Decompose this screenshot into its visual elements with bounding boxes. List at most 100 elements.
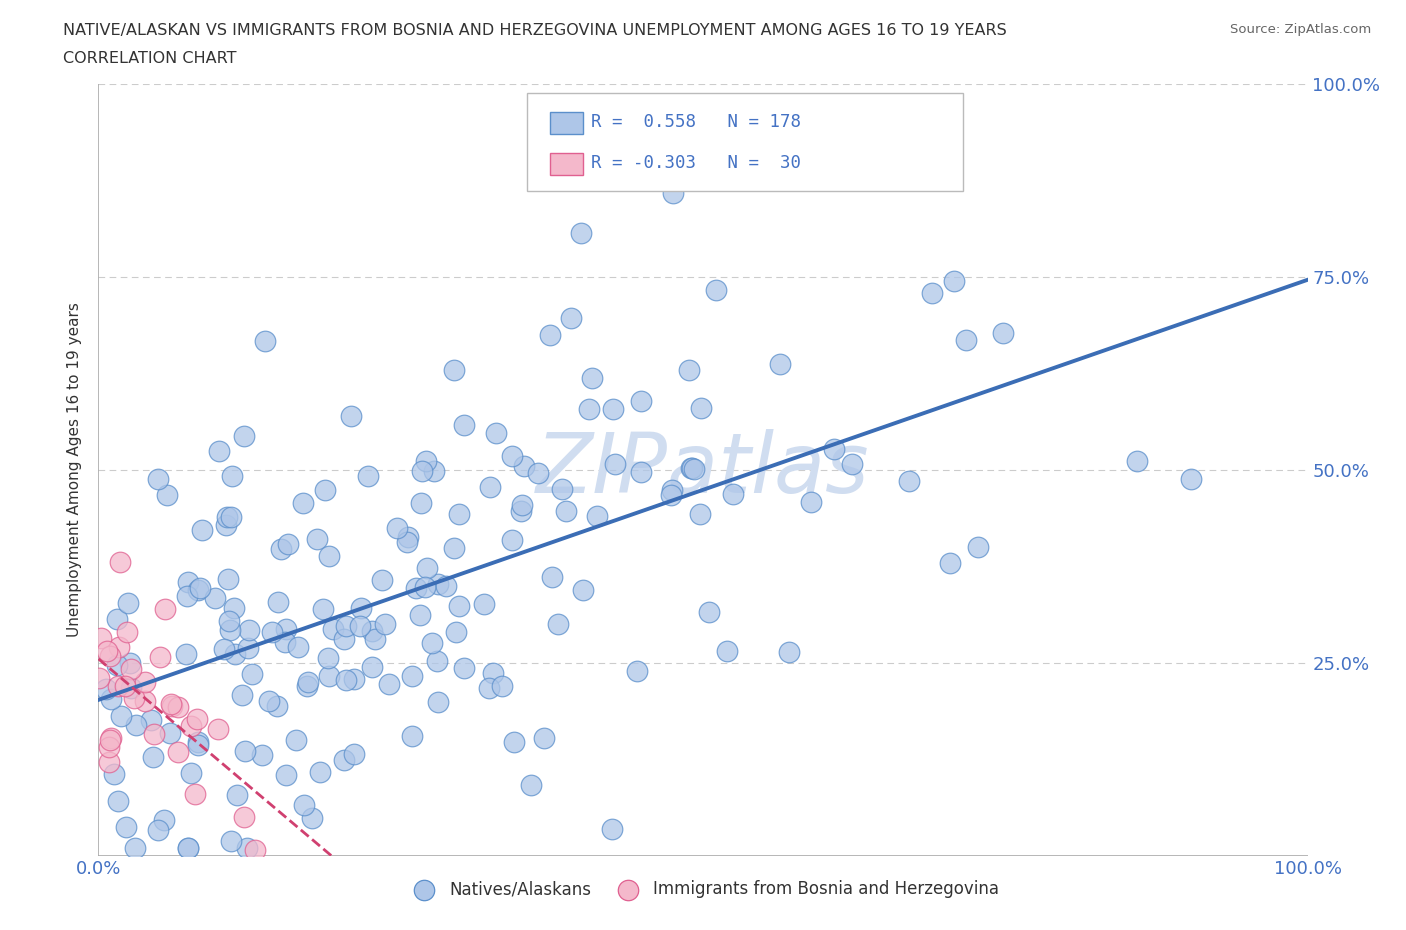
Text: NATIVE/ALASKAN VS IMMIGRANTS FROM BOSNIA AND HERZEGOVINA UNEMPLOYMENT AMONG AGES: NATIVE/ALASKAN VS IMMIGRANTS FROM BOSNIA… xyxy=(63,23,1007,38)
Point xyxy=(134,674,156,689)
Point xyxy=(225,788,247,803)
Point xyxy=(243,842,266,857)
Point xyxy=(491,678,513,693)
Point xyxy=(124,841,146,856)
Point xyxy=(159,697,181,711)
Point xyxy=(405,580,427,595)
Text: R = -0.303   N =  30: R = -0.303 N = 30 xyxy=(591,153,800,172)
Point xyxy=(444,625,467,640)
Point xyxy=(704,282,727,297)
Point xyxy=(117,596,139,611)
Point xyxy=(176,589,198,604)
Point xyxy=(349,618,371,633)
Point xyxy=(285,732,308,747)
Point xyxy=(177,575,200,590)
Point xyxy=(939,555,962,570)
Point xyxy=(401,728,423,743)
Point xyxy=(560,311,582,325)
Point xyxy=(955,333,977,348)
Point xyxy=(204,591,226,605)
Point xyxy=(309,765,332,780)
Point xyxy=(221,469,243,484)
Point xyxy=(238,623,260,638)
Point xyxy=(232,809,254,825)
Text: CORRELATION CHART: CORRELATION CHART xyxy=(63,51,236,66)
Point xyxy=(215,510,238,525)
Point xyxy=(512,458,534,473)
Point xyxy=(716,644,738,658)
Point xyxy=(426,653,449,668)
Point xyxy=(453,418,475,432)
Point xyxy=(134,694,156,709)
Point xyxy=(800,495,823,510)
Point xyxy=(395,534,418,549)
Point xyxy=(186,711,208,726)
Point xyxy=(295,679,318,694)
Point xyxy=(1126,453,1149,468)
Point xyxy=(267,594,290,609)
Point xyxy=(361,659,384,674)
Point xyxy=(120,661,142,676)
Point xyxy=(219,510,242,525)
Point xyxy=(94,682,117,697)
Point xyxy=(478,480,501,495)
Point xyxy=(413,579,436,594)
Point xyxy=(415,454,437,469)
Point xyxy=(291,496,314,511)
Point xyxy=(357,469,380,484)
Point xyxy=(218,613,240,628)
Point xyxy=(409,607,432,622)
Point xyxy=(683,461,706,476)
Point xyxy=(333,752,356,767)
Point xyxy=(966,539,988,554)
Point xyxy=(411,464,433,479)
Point xyxy=(364,631,387,646)
Point xyxy=(191,522,214,537)
Point xyxy=(541,569,564,584)
Point xyxy=(335,672,357,687)
Point xyxy=(212,642,235,657)
Point xyxy=(898,473,921,488)
Point xyxy=(318,549,340,564)
Point xyxy=(443,540,465,555)
Point xyxy=(297,675,319,690)
Point xyxy=(259,694,281,709)
Point xyxy=(236,841,259,856)
Point xyxy=(679,460,702,475)
Legend: Natives/Alaskans, Immigrants from Bosnia and Herzegovina: Natives/Alaskans, Immigrants from Bosnia… xyxy=(401,874,1005,905)
Point xyxy=(721,486,744,501)
Point xyxy=(219,833,242,848)
Point xyxy=(240,666,263,681)
Point xyxy=(276,621,298,636)
Point xyxy=(420,635,443,650)
Point xyxy=(103,766,125,781)
Point xyxy=(107,678,129,693)
Point xyxy=(224,647,246,662)
Point xyxy=(401,669,423,684)
Point xyxy=(453,660,475,675)
Point xyxy=(478,681,501,696)
Point xyxy=(547,616,569,631)
Point xyxy=(600,821,623,836)
Point xyxy=(526,466,548,481)
Point xyxy=(270,541,292,556)
Point xyxy=(262,625,284,640)
Point xyxy=(180,719,202,734)
Point xyxy=(100,692,122,707)
Point xyxy=(287,640,309,655)
Point xyxy=(292,798,315,813)
Point xyxy=(118,656,141,671)
Point xyxy=(90,631,112,645)
Point xyxy=(415,560,437,575)
Point xyxy=(89,671,111,686)
Point xyxy=(314,482,336,497)
Point xyxy=(254,334,277,349)
Point xyxy=(697,604,720,619)
Point xyxy=(105,658,128,672)
Point xyxy=(146,823,169,838)
Point xyxy=(569,226,592,241)
Point xyxy=(218,623,240,638)
Point xyxy=(316,650,339,665)
Point xyxy=(689,401,711,416)
Point xyxy=(142,726,165,741)
